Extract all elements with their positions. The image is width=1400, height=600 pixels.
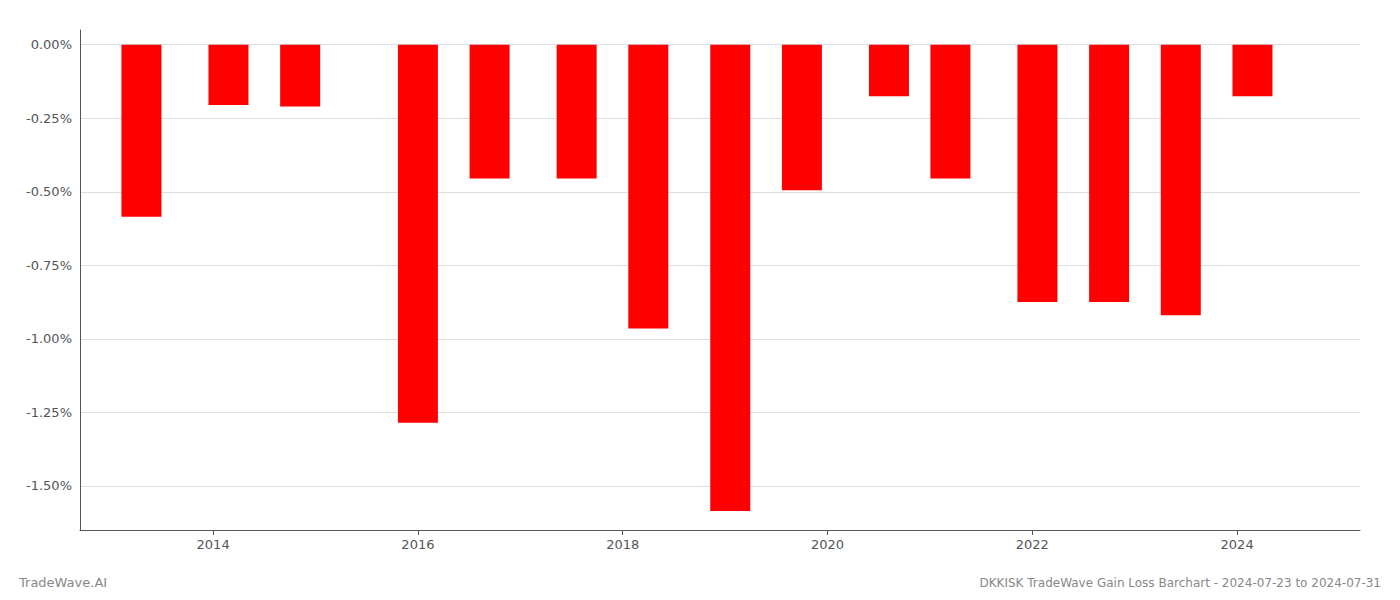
svg-text:2020: 2020: [811, 537, 844, 552]
svg-text:0.00%: 0.00%: [31, 37, 72, 52]
svg-text:DKKISK TradeWave Gain Loss Bar: DKKISK TradeWave Gain Loss Barchart - 20…: [979, 576, 1381, 590]
svg-text:2018: 2018: [606, 537, 639, 552]
svg-text:2014: 2014: [197, 537, 230, 552]
svg-text:-1.00%: -1.00%: [26, 331, 72, 346]
svg-text:2016: 2016: [401, 537, 434, 552]
svg-text:2024: 2024: [1221, 537, 1254, 552]
svg-text:2022: 2022: [1016, 537, 1049, 552]
svg-text:-0.75%: -0.75%: [26, 258, 72, 273]
svg-text:-0.25%: -0.25%: [26, 111, 72, 126]
svg-text:-1.25%: -1.25%: [26, 405, 72, 420]
svg-text:-1.50%: -1.50%: [26, 478, 72, 493]
svg-text:TradeWave.AI: TradeWave.AI: [18, 575, 107, 590]
svg-text:-0.50%: -0.50%: [26, 184, 72, 199]
